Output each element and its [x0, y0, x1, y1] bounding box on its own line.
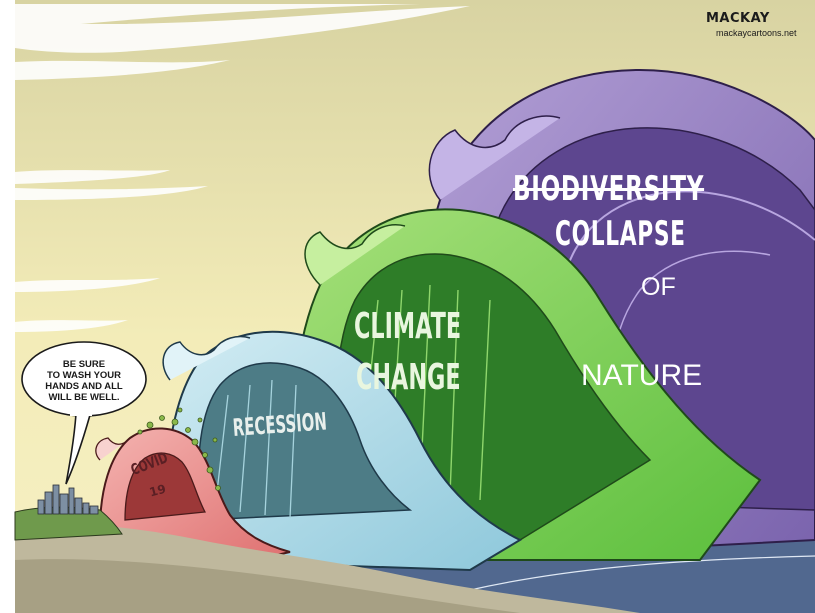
city-skyline-icon: [37, 484, 99, 515]
collapse-wave-label: COLLAPSE: [555, 214, 686, 254]
virus-particles: [137, 407, 221, 491]
artist-signature: MACKAY: [706, 11, 770, 26]
speech-line-3: HANDS AND ALL: [45, 381, 123, 392]
speech-line-2: TO WASH YOUR: [46, 370, 122, 381]
struck-biodiversity-label: BIODIVERSITY: [513, 169, 705, 209]
artist-website: mackaycartoons.net: [716, 28, 797, 38]
clouds: [15, 4, 470, 332]
speech-bubble: [21, 341, 147, 485]
speech-bubble-text: BE SURE TO WASH YOUR HANDS AND ALL WILL …: [34, 359, 134, 403]
climate-wave-label-line2: CHANGE: [356, 357, 461, 398]
wave-recession: [162, 330, 523, 572]
nature-label: NATURE: [581, 359, 703, 392]
of-label: OF: [641, 273, 676, 301]
climate-wave-label-line1: CLIMATE: [354, 306, 462, 347]
speech-line-4: WILL BE WELL.: [48, 392, 120, 403]
speech-line-1: BE SURE: [62, 359, 106, 370]
recession-wave-label: RECESSION: [231, 407, 328, 442]
